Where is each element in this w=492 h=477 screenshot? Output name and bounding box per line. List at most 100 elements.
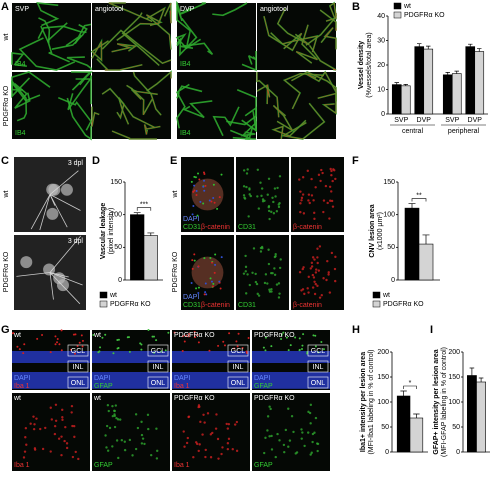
micrograph-texture (270, 287, 273, 291)
micrograph-texture (194, 176, 197, 179)
micrograph-texture (274, 195, 277, 198)
micrograph-texture (328, 217, 331, 220)
micrograph-texture (214, 263, 217, 266)
micrograph-texture (24, 427, 28, 430)
micrograph-texture (307, 199, 310, 202)
image-label: ONL (71, 380, 86, 387)
micrograph-texture (251, 271, 254, 274)
micrograph-texture (330, 169, 333, 173)
micrograph-texture (73, 424, 76, 428)
micrograph-texture (61, 416, 64, 419)
micrograph-texture (199, 420, 202, 424)
micrograph-texture (167, 331, 170, 334)
micrograph-texture (301, 193, 305, 196)
micrograph-texture (116, 338, 119, 341)
micrograph-texture (312, 334, 315, 337)
micrograph-texture (92, 334, 95, 337)
micrograph-texture (111, 414, 115, 418)
y-axis-label: (MFI-GFAP labeling in % of control) (441, 347, 448, 457)
micrograph-texture (75, 76, 92, 105)
image-label: INL (73, 364, 84, 371)
layer-box (307, 344, 329, 357)
micrograph-texture (279, 258, 282, 261)
micrograph-texture (150, 453, 153, 457)
micrograph-texture (144, 124, 161, 135)
micrograph-texture (252, 372, 330, 389)
error-bar (422, 234, 430, 245)
micrograph-texture (310, 451, 313, 454)
micrograph-texture (307, 410, 310, 414)
micrograph-texture (314, 334, 317, 337)
micrograph-texture (259, 181, 262, 184)
micrograph-texture (191, 267, 194, 270)
image-label: DAPI (174, 375, 190, 382)
micrograph-texture (226, 427, 230, 430)
micrograph-texture (36, 2, 60, 27)
micrograph-texture (319, 9, 337, 31)
micrograph-texture (309, 267, 312, 270)
micrograph-texture (36, 337, 39, 340)
layer-box (307, 376, 329, 389)
y-axis-label: (x1000 µm²) (377, 212, 384, 250)
micrograph-texture (254, 280, 258, 284)
micrograph-texture (270, 210, 273, 214)
micrograph-texture (146, 71, 172, 92)
image-label: GCL (71, 348, 86, 355)
micrograph-texture (97, 351, 100, 354)
micrograph-texture (277, 8, 310, 46)
y-tick-label: 150 (110, 179, 122, 186)
x-tick-label: SVP (394, 117, 408, 124)
micrograph-texture (115, 439, 119, 442)
legend-swatch (372, 291, 381, 299)
micrograph-texture (211, 285, 214, 288)
bar (476, 381, 486, 453)
image-label: wt (13, 395, 21, 402)
micrograph-texture (233, 423, 237, 426)
micrograph-texture (248, 283, 252, 287)
bar (442, 74, 453, 115)
micrograph-texture (245, 172, 249, 175)
micrograph-texture (33, 423, 36, 426)
image-label: Iba 1 (174, 383, 190, 390)
micrograph-texture (317, 93, 337, 114)
micrograph-texture (241, 106, 257, 133)
micrograph-texture (196, 333, 199, 336)
micrograph-texture (311, 440, 314, 444)
micrograph-texture (63, 439, 66, 443)
micrograph-texture (273, 105, 293, 131)
micrograph-texture (242, 169, 246, 172)
micrograph-texture (313, 258, 316, 261)
layer-box (147, 376, 169, 389)
legend-label: PDGFRα KO (404, 12, 445, 19)
significance-bracket (403, 385, 417, 389)
micrograph-texture (176, 0, 192, 46)
micrograph-texture (317, 173, 321, 177)
micrograph-texture (49, 194, 56, 206)
micrograph-texture (228, 332, 231, 335)
micrograph-texture (61, 418, 64, 422)
micrograph-texture (309, 453, 312, 456)
micrograph-texture (246, 168, 249, 171)
micrograph-texture (74, 352, 77, 355)
image-label: IB4 (15, 130, 26, 137)
micrograph-texture (192, 204, 195, 207)
micrograph-texture (220, 173, 223, 176)
image-label: INL (313, 364, 324, 371)
micrograph-texture (255, 282, 259, 286)
row-label: PDGFRα KO (3, 251, 10, 292)
micrograph-texture (314, 416, 318, 420)
micrograph-texture (204, 455, 207, 459)
micrograph-texture (60, 349, 63, 352)
micrograph-texture (278, 439, 281, 442)
micrograph-texture (302, 333, 305, 336)
micrograph-texture (268, 405, 271, 408)
micrograph-texture (312, 276, 316, 279)
micrograph-texture (35, 417, 38, 420)
micrograph-texture (49, 235, 82, 273)
layer-box (67, 376, 89, 389)
micrograph-texture (324, 184, 328, 188)
micrograph-texture (307, 431, 310, 434)
image-label: DAPI (183, 294, 199, 301)
micrograph-texture (43, 263, 56, 276)
